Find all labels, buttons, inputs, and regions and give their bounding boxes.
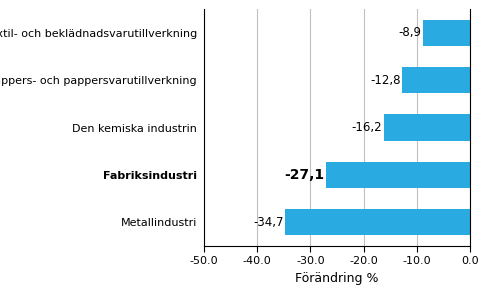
Bar [383,115,469,140]
Text: -34,7: -34,7 [253,216,283,229]
Text: -12,8: -12,8 [369,74,400,87]
Bar [285,209,469,235]
Bar [325,162,469,188]
Text: -27,1: -27,1 [284,168,324,182]
Bar [422,20,469,46]
Text: -16,2: -16,2 [351,121,381,134]
Bar [401,67,469,93]
Text: -8,9: -8,9 [397,26,421,39]
X-axis label: Förändring %: Förändring % [295,272,378,285]
